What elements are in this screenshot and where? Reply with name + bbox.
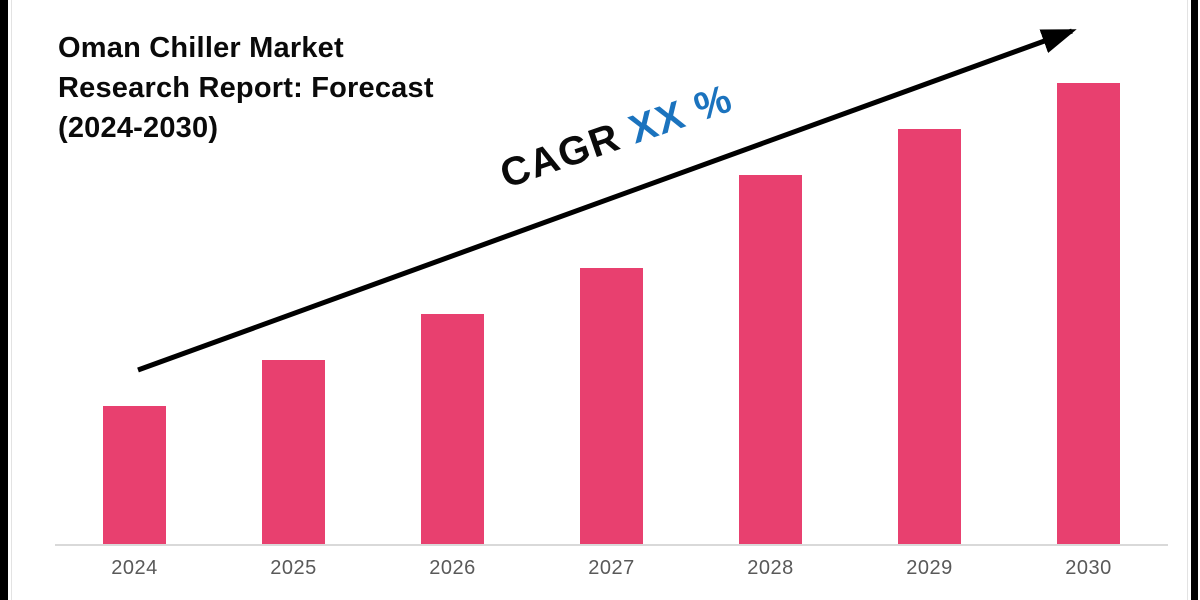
x-tick-2024: 2024 <box>111 557 158 579</box>
bar-2028 <box>739 175 802 545</box>
bar-slot-2024 <box>55 83 214 545</box>
bar-2029 <box>898 129 961 545</box>
right-black-strip <box>1191 0 1198 600</box>
x-tick-2028: 2028 <box>747 557 794 579</box>
x-tick-2030: 2030 <box>1065 557 1112 579</box>
bars-row <box>55 83 1168 545</box>
chart-title-line-1: Oman Chiller Market <box>58 32 344 64</box>
x-axis-labels: 2024 2025 2026 2027 2028 2029 2030 <box>55 557 1168 580</box>
bar-slot-2030 <box>1009 83 1168 545</box>
x-tick-2025: 2025 <box>270 557 317 579</box>
left-frame-line <box>11 0 12 600</box>
bar-2025 <box>262 360 325 545</box>
bar-slot-2029 <box>850 83 1009 545</box>
bar-2026 <box>421 314 484 545</box>
x-tick-2027: 2027 <box>588 557 635 579</box>
bar-slot-2025 <box>214 83 373 545</box>
bar-2030 <box>1057 83 1120 545</box>
bar-2027 <box>580 267 643 545</box>
right-frame-line <box>1187 0 1188 600</box>
bar-2024 <box>103 406 166 545</box>
x-tick-2026: 2026 <box>429 557 476 579</box>
plot-area <box>55 83 1168 545</box>
bar-slot-2028 <box>691 83 850 545</box>
bar-slot-2027 <box>532 83 691 545</box>
x-axis-line <box>55 544 1168 546</box>
x-tick-2029: 2029 <box>906 557 953 579</box>
bar-slot-2026 <box>373 83 532 545</box>
left-black-strip <box>0 0 8 600</box>
